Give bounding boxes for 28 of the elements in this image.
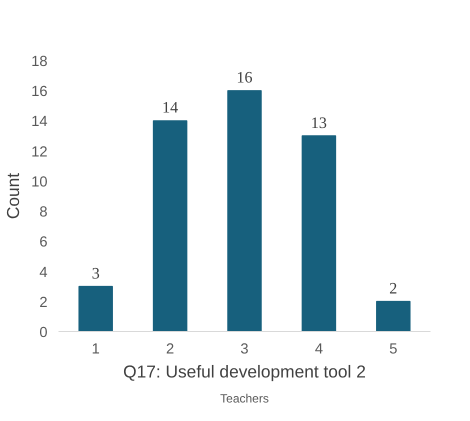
y-tick-label: 4: [39, 264, 48, 281]
y-tick-label: 16: [31, 84, 48, 100]
x-tick-label: 5: [389, 342, 398, 358]
x-tick-label: 2: [166, 342, 174, 358]
y-tick-label: 2: [39, 294, 48, 311]
y-tick-label: 18: [31, 54, 48, 70]
y-axis-title: Count: [3, 172, 24, 220]
y-tick-label: 14: [31, 114, 48, 130]
x-axis-title: Q17: Useful development tool 2: [123, 362, 366, 382]
x-tick-label: 3: [240, 342, 249, 358]
y-tick-label: 12: [31, 144, 48, 160]
y-tick-label: 10: [31, 174, 48, 190]
data-label: 13: [310, 114, 327, 132]
x-tick-label: 1: [92, 342, 100, 358]
bar: [376, 300, 411, 332]
y-tick-label: 6: [39, 234, 48, 251]
y-tick-label: 8: [39, 204, 48, 221]
data-label: 2: [389, 280, 398, 298]
x-tick-label: 4: [314, 342, 323, 358]
bar: [78, 286, 113, 332]
y-tick-label: 0: [39, 325, 48, 341]
bar: [152, 120, 188, 332]
bar: [227, 90, 262, 332]
text: Teachers: [220, 392, 269, 406]
data-label: 14: [162, 100, 178, 117]
data-label: 3: [92, 265, 100, 282]
data-label: 16: [236, 70, 252, 87]
bar: [302, 135, 336, 332]
